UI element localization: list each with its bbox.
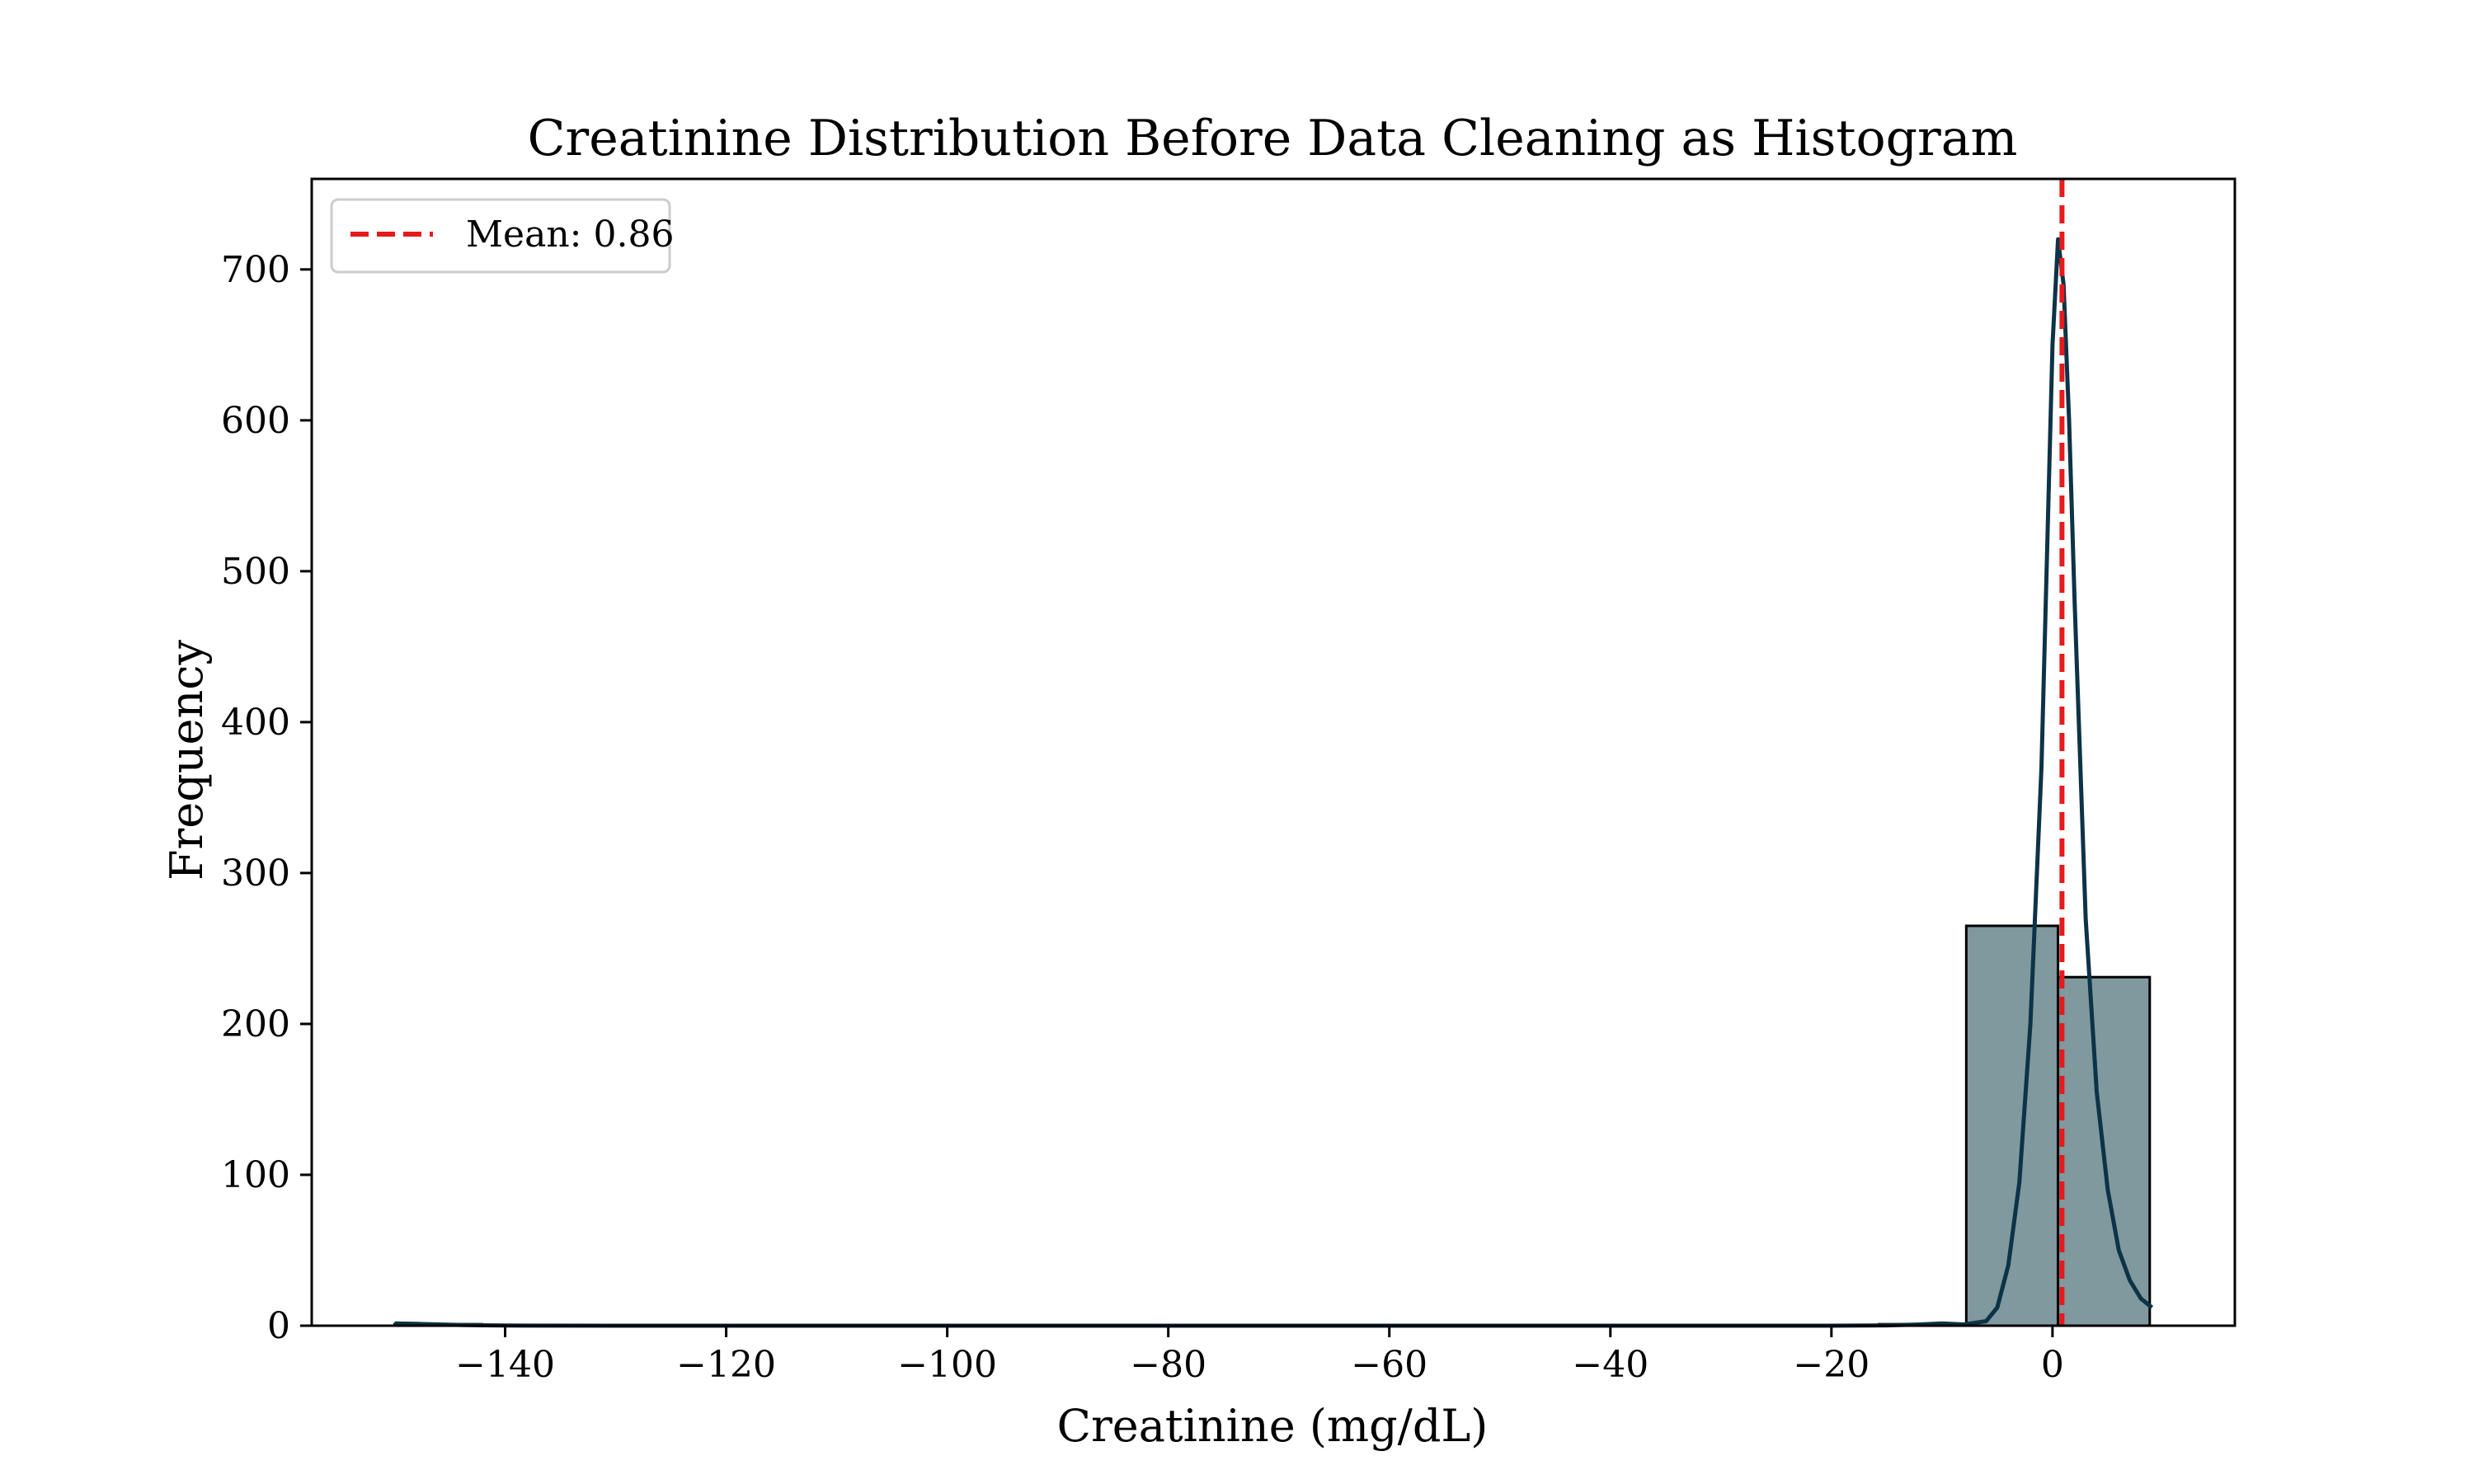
y-tick-label: 200 (221, 1003, 290, 1045)
y-tick-label: 100 (221, 1154, 290, 1196)
x-tick-label: −140 (455, 1344, 555, 1386)
legend-mean-label: Mean: 0.86 (466, 214, 674, 256)
x-tick-label: −40 (1572, 1344, 1649, 1386)
kde-curve (394, 237, 2154, 1328)
plot-area: −140 −120 −100 −80 −60 −40 −20 0 0 100 200 300 400 50… (221, 177, 2236, 1386)
legend: Mean: 0.86 (330, 198, 674, 274)
x-tick-label: −100 (897, 1344, 997, 1386)
x-tick-label: 0 (2041, 1344, 2064, 1386)
y-axis-label: Frequency (161, 639, 213, 881)
chart-title: Creatinine Distribution Before Data Clea… (528, 110, 2018, 167)
y-tick-label: 500 (221, 551, 290, 593)
x-tick-label: −80 (1130, 1344, 1206, 1386)
y-tick-label: 600 (221, 400, 290, 442)
histogram-bar-18 (1964, 924, 2060, 1327)
x-tick-label: −20 (1793, 1344, 1870, 1386)
x-tick-label: −120 (676, 1344, 776, 1386)
axes-frame (310, 177, 2236, 1327)
y-tick-label: 300 (221, 852, 290, 895)
y-tick-label: 400 (221, 702, 290, 744)
y-tick-label: 700 (221, 249, 290, 291)
legend-box (330, 198, 671, 274)
y-tick-label: 0 (267, 1305, 290, 1347)
x-tick-label: −60 (1351, 1344, 1427, 1386)
x-axis-label: Creatinine (mg/dL) (1057, 1400, 1489, 1452)
